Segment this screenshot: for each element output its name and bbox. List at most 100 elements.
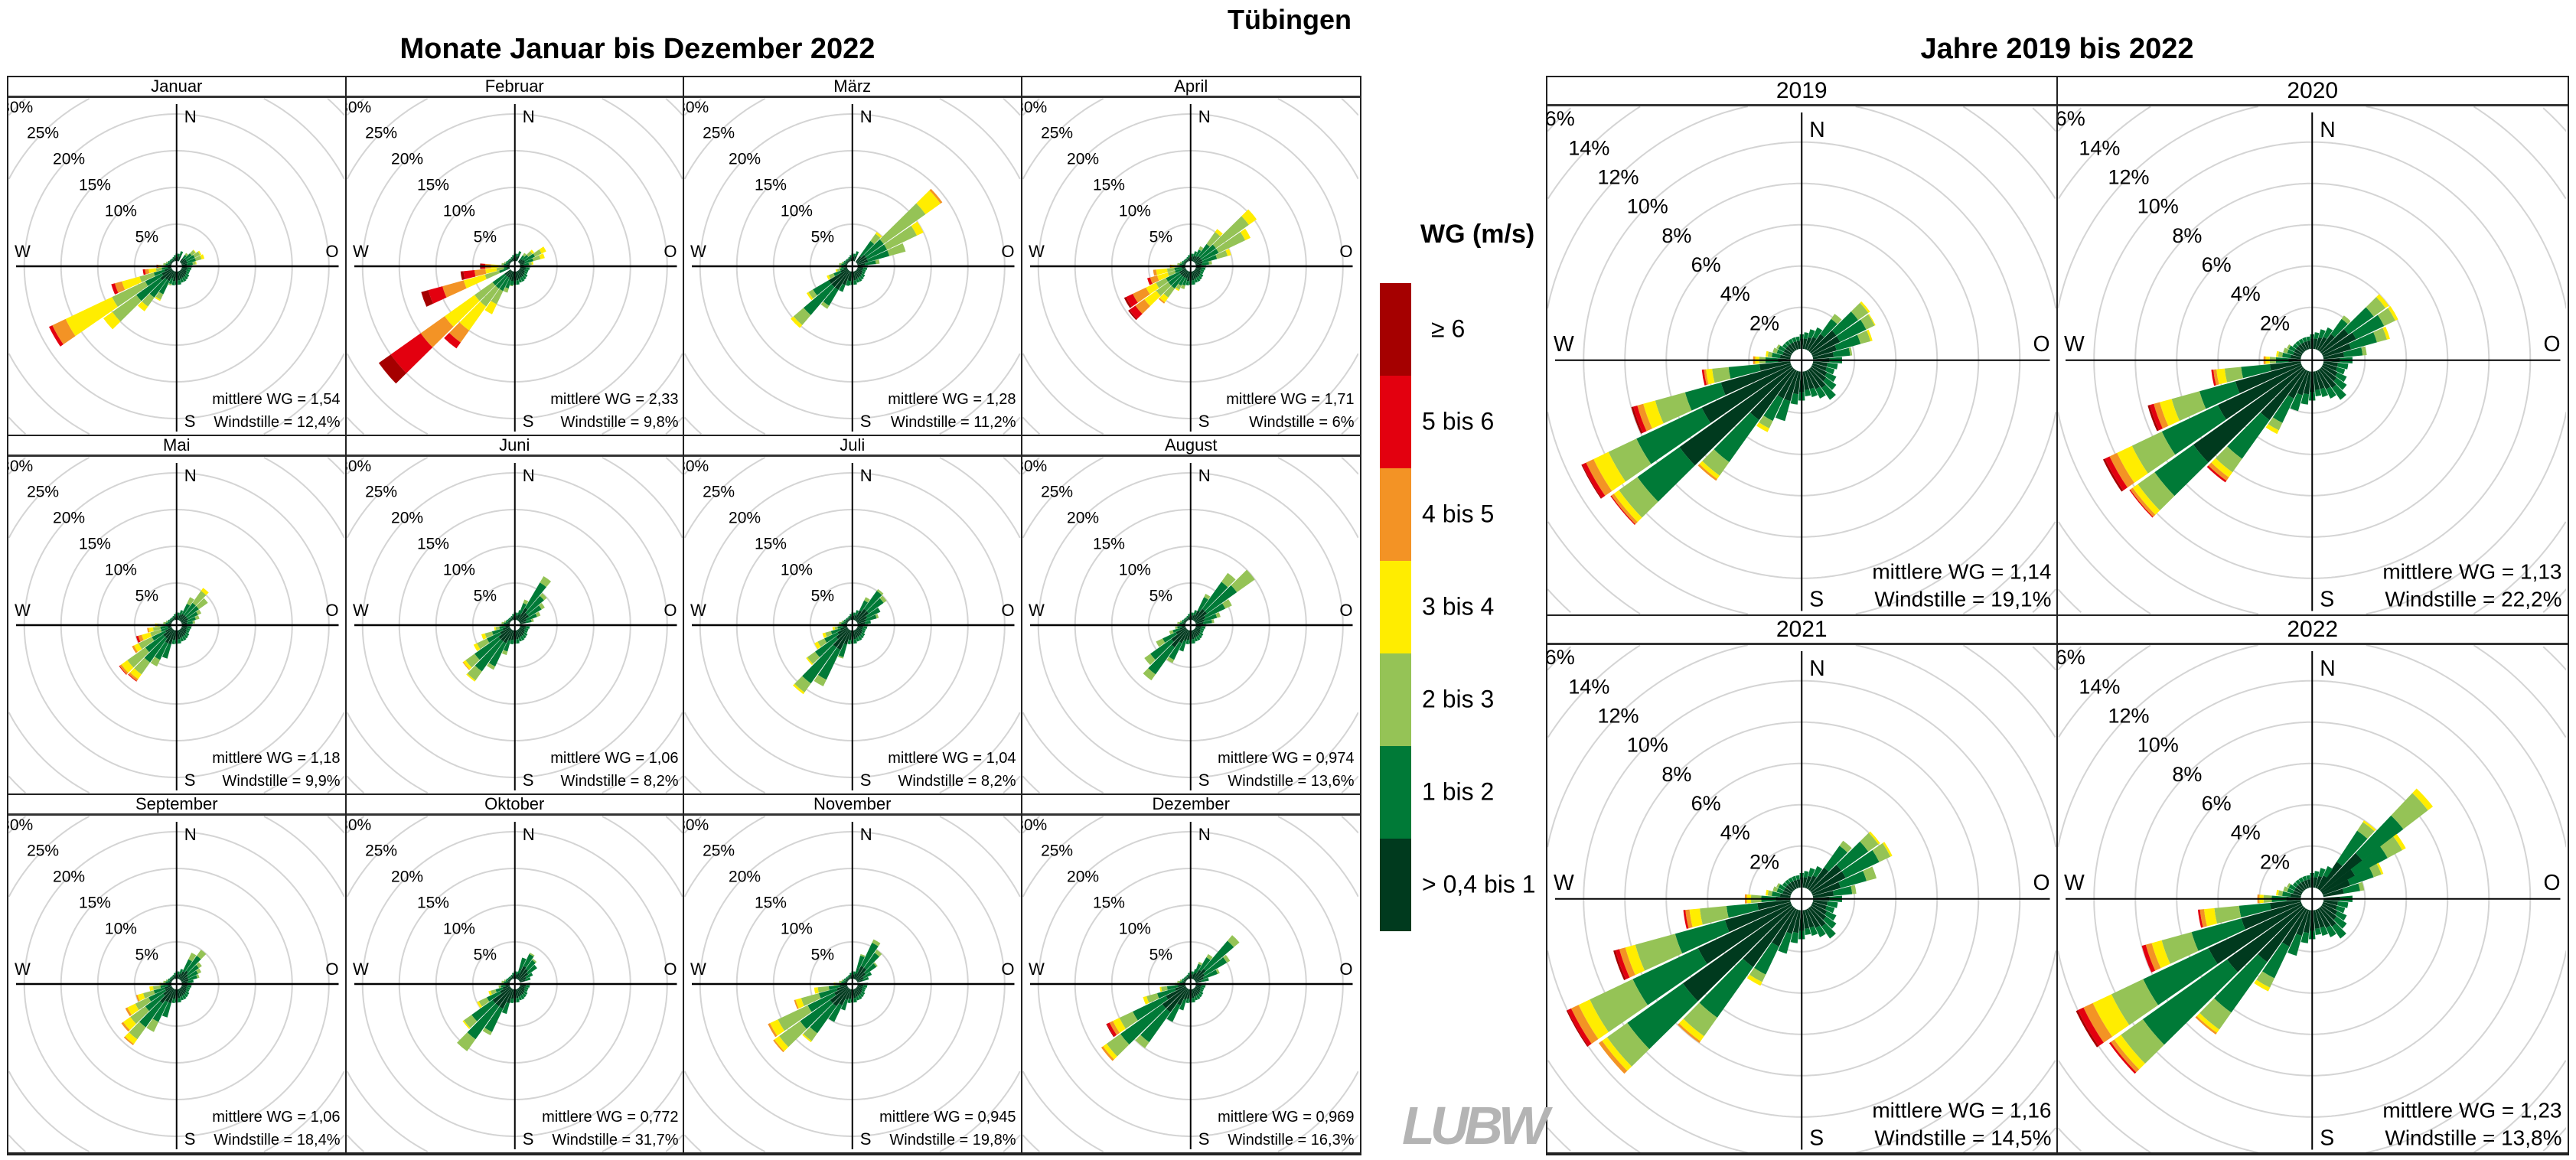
rose-segment (163, 621, 166, 624)
ring-label: 2% (2259, 850, 2289, 873)
rose-segment (165, 261, 168, 264)
rose-segment (806, 657, 814, 666)
rose-segment (517, 628, 523, 636)
rose-segment (2253, 979, 2270, 992)
rose-segment (103, 311, 121, 330)
rose-segment (1231, 569, 1255, 593)
rose-segment (802, 644, 837, 684)
rose-segment (165, 986, 172, 992)
rose-segment (172, 630, 177, 640)
panel-title: August (1022, 436, 1360, 457)
rose-segment (863, 591, 882, 611)
rose-segment (519, 986, 525, 991)
direction-east: O (1339, 242, 1352, 261)
rose-segment (835, 269, 838, 272)
grid-ring (2057, 106, 2566, 614)
rose-segment (1811, 345, 1837, 357)
rose-segment (181, 981, 188, 984)
legend-label: 1 bis 2 (1422, 777, 1495, 806)
rose-segment (2321, 878, 2350, 895)
rose-segment (165, 269, 174, 280)
rose-segment (1185, 617, 1188, 619)
rose-segment (846, 979, 849, 981)
rose-segment (484, 631, 494, 638)
rose-segment (180, 258, 186, 263)
rose-segment (171, 617, 174, 619)
rose-segment (1195, 621, 1203, 625)
rose-segment (523, 269, 529, 272)
direction-west: W (2064, 870, 2085, 894)
rose-segment (515, 971, 518, 975)
rose-segment (163, 980, 166, 983)
monthly-heading: Monate Januar bis Dezember 2022 (399, 33, 876, 65)
rose-segment (1186, 976, 1189, 979)
rose-segment (855, 987, 862, 995)
rose-segment (1806, 370, 1821, 389)
rose-segment (814, 641, 821, 650)
grid-ring (346, 98, 683, 435)
rose-segment (153, 269, 165, 276)
rose-segment (197, 950, 207, 960)
rose-segment (856, 628, 862, 634)
rose-segment (195, 261, 197, 265)
rose-segment (2331, 384, 2346, 400)
rose-segment (1166, 987, 1188, 1013)
rose-segment (467, 665, 482, 681)
rose-segment (1198, 246, 1203, 252)
rose-segment (1205, 953, 1213, 960)
rose-segment (841, 981, 845, 983)
rose-segment (187, 970, 198, 979)
rose-segment (1174, 626, 1178, 630)
rose-segment (442, 280, 467, 298)
rose-segment (187, 626, 192, 629)
rose-segment (2114, 1034, 2145, 1070)
rose-segment (1185, 998, 1189, 1004)
rose-segment (2290, 893, 2301, 898)
rose-segment (497, 628, 511, 640)
rose-segment (185, 630, 190, 634)
rose-segment (2317, 370, 2330, 389)
rose-segment (1802, 909, 1810, 929)
rose-segment (517, 608, 527, 621)
rose-segment (519, 979, 526, 983)
rose-segment (504, 984, 510, 987)
rose-segment (420, 290, 433, 307)
rose-segment (129, 668, 142, 679)
rose-segment (1185, 974, 1189, 977)
rose-segment (1192, 610, 1200, 621)
ring-label: 10% (1118, 203, 1150, 220)
rose-segment (1198, 991, 1203, 995)
rose-segment (1193, 269, 1199, 277)
rose-segment (1179, 269, 1186, 274)
rose-segment (1105, 1024, 1114, 1038)
rose-segment (1201, 977, 1209, 982)
rose-segment (1803, 870, 1809, 878)
rose-segment (185, 605, 199, 618)
rose-segment (857, 276, 862, 282)
rose-segment (2322, 343, 2351, 357)
rose-segment (510, 977, 513, 980)
rose-segment (843, 621, 846, 624)
rose-segment (177, 271, 181, 281)
rose-segment (1165, 986, 1186, 1000)
rose-segment (2208, 903, 2303, 964)
rose-segment (1101, 1046, 1114, 1061)
rose-segment (173, 258, 175, 262)
rose-segment (1697, 903, 1792, 964)
rose-segment (139, 1001, 163, 1028)
rose-segment (521, 992, 527, 998)
ring-label: 6% (2058, 107, 2085, 130)
rose-segment (519, 269, 525, 273)
calm-percentage: Windstille = 9,9% (223, 773, 341, 790)
rose-segment (181, 259, 187, 264)
rose-segment (173, 976, 175, 979)
ring-label: 20% (729, 868, 761, 886)
rose-segment (1194, 269, 1200, 275)
rose-segment (857, 619, 866, 624)
rose-segment (2334, 910, 2347, 921)
mean-wind-speed: mittlere WG = 1,06 (550, 750, 678, 767)
direction-east: O (2543, 332, 2560, 357)
calm-percentage: Windstille = 22,2% (2385, 588, 2561, 611)
rose-segment (523, 262, 529, 266)
